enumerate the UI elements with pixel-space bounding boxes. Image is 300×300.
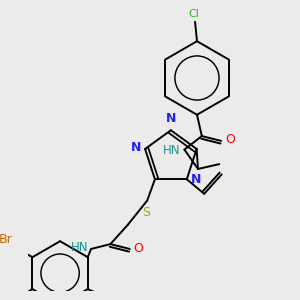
Text: O: O [134,242,143,256]
Text: HN: HN [163,144,181,157]
Text: N: N [191,173,201,186]
Text: O: O [225,134,235,146]
Text: Cl: Cl [189,9,200,19]
Text: S: S [142,206,150,219]
Text: HN: HN [70,242,88,254]
Text: N: N [166,112,176,125]
Text: Br: Br [0,232,12,246]
Text: N: N [131,140,141,154]
